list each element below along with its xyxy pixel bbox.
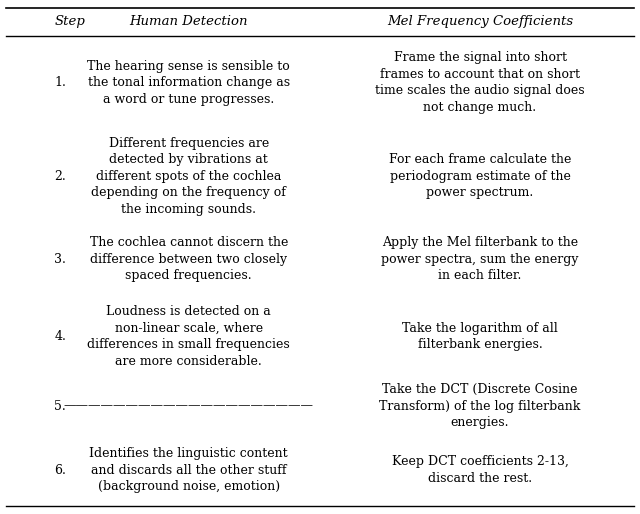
Text: 6.: 6. <box>54 464 67 476</box>
Text: Identifies the linguistic content
and discards all the other stuff
(background n: Identifies the linguistic content and di… <box>90 447 288 493</box>
Text: Step: Step <box>54 15 85 28</box>
Text: Take the DCT (Discrete Cosine
Transform) of the log filterbank
energies.: Take the DCT (Discrete Cosine Transform)… <box>380 383 580 429</box>
Text: Take the logarithm of all
filterbank energies.: Take the logarithm of all filterbank ene… <box>402 322 558 352</box>
Text: Loudness is detected on a
non-linear scale, where
differences in small frequenci: Loudness is detected on a non-linear sca… <box>88 305 290 368</box>
Text: Mel Frequency Coefficients: Mel Frequency Coefficients <box>387 15 573 28</box>
Text: For each frame calculate the
periodogram estimate of the
power spectrum.: For each frame calculate the periodogram… <box>389 153 571 199</box>
Text: The hearing sense is sensible to
the tonal information change as
a word or tune : The hearing sense is sensible to the ton… <box>88 60 290 106</box>
Text: 4.: 4. <box>54 330 67 343</box>
Text: Apply the Mel filterbank to the
power spectra, sum the energy
in each filter.: Apply the Mel filterbank to the power sp… <box>381 236 579 282</box>
Text: The cochlea cannot discern the
difference between two closely
spaced frequencies: The cochlea cannot discern the differenc… <box>90 236 288 282</box>
Text: 5.: 5. <box>54 399 66 413</box>
Text: Frame the signal into short
frames to account that on short
time scales the audi: Frame the signal into short frames to ac… <box>375 51 585 114</box>
Text: Human Detection: Human Detection <box>129 15 248 28</box>
Text: Keep DCT coefficients 2-13,
discard the rest.: Keep DCT coefficients 2-13, discard the … <box>392 455 568 485</box>
Text: Different frequencies are
detected by vibrations at
different spots of the cochl: Different frequencies are detected by vi… <box>92 137 286 216</box>
Text: 1.: 1. <box>54 76 67 89</box>
Text: ————————————————————: ———————————————————— <box>64 399 314 413</box>
Text: 3.: 3. <box>54 252 67 266</box>
Text: 2.: 2. <box>54 170 66 183</box>
